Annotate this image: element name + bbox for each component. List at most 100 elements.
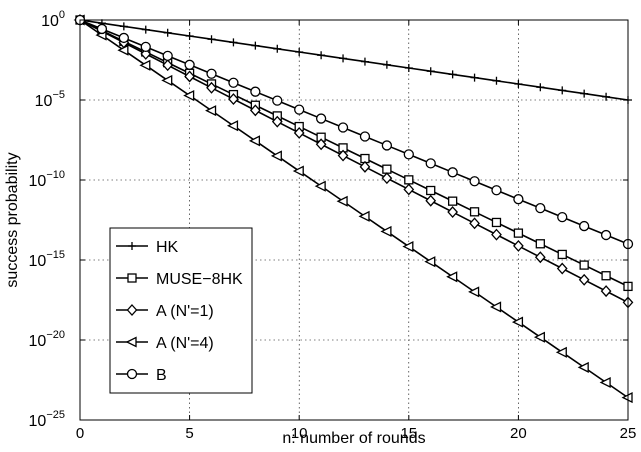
marker-circle — [337, 122, 349, 133]
marker-diamond — [162, 59, 174, 72]
marker-plus — [295, 48, 304, 56]
marker-plus — [448, 70, 457, 79]
marker-triangle-left — [292, 165, 304, 177]
marker-circle — [381, 140, 393, 151]
y-tick-base: 10 — [29, 413, 47, 430]
marker-plus — [317, 51, 326, 60]
legend-label: A (N'=4) — [156, 335, 214, 352]
marker-circle — [535, 203, 546, 214]
x-tick-label: 0 — [76, 425, 84, 442]
marker-triangle-left — [139, 59, 151, 71]
marker-diamond — [513, 239, 524, 252]
marker-triangle-left — [226, 120, 239, 132]
y-tick-exponent: 0 — [59, 9, 65, 21]
marker-plus — [229, 38, 238, 47]
marker-triangle-left — [599, 376, 611, 389]
marker-diamond — [403, 183, 415, 196]
marker-diamond — [271, 115, 283, 128]
axis-ticks — [79, 19, 629, 421]
y-tick-label: 10−10 — [29, 169, 65, 190]
marker-circle — [294, 104, 305, 115]
marker-triangle-left — [205, 105, 217, 117]
y-tick-label: 10−5 — [35, 89, 65, 110]
marker-circle — [118, 32, 129, 44]
marker-triangle-left — [402, 241, 414, 253]
marker-diamond — [381, 172, 393, 185]
marker-diamond — [293, 126, 305, 139]
marker-circle — [491, 185, 502, 196]
plot-frame — [79, 19, 629, 421]
marker-square — [426, 185, 436, 196]
marker-diamond — [578, 273, 590, 286]
y-tick-label: 10−20 — [29, 329, 65, 350]
y-tick-label: 10−25 — [29, 409, 65, 430]
marker-plus — [128, 242, 136, 250]
marker-triangle-left — [117, 44, 129, 56]
marker-triangle-left — [125, 336, 137, 348]
marker-triangle-left — [511, 316, 524, 328]
marker-circle — [513, 194, 524, 205]
marker-plus — [163, 28, 172, 37]
y-tick-exponent: −15 — [46, 249, 65, 261]
marker-plus — [119, 22, 128, 31]
marker-circle — [579, 220, 590, 232]
marker-triangle-left — [314, 180, 326, 192]
marker-circle — [557, 211, 568, 223]
marker-diamond — [425, 194, 437, 207]
marker-square — [127, 273, 137, 283]
marker-triangle-left — [468, 286, 480, 298]
y-tick-label: 100 — [41, 9, 65, 30]
marker-triangle-left — [424, 256, 436, 268]
marker-diamond — [556, 262, 568, 275]
marker-circle — [447, 167, 458, 178]
marker-plus — [360, 57, 369, 66]
y-tick-base: 10 — [29, 333, 47, 350]
marker-circle — [184, 59, 195, 70]
marker-circle — [600, 229, 612, 241]
legend: HK MUSE−8HK A (N'=1) A (N'=4) B — [109, 227, 253, 394]
marker-triangle-left — [270, 150, 282, 162]
marker-square — [601, 271, 611, 281]
marker-plus — [185, 32, 194, 40]
marker-diamond — [126, 304, 138, 316]
marker-triangle-left — [533, 331, 545, 343]
marker-circle — [250, 86, 261, 97]
marker-triangle-left — [380, 225, 392, 238]
x-tick-label: 20 — [510, 425, 527, 442]
series-line — [79, 19, 629, 245]
marker-square — [513, 228, 524, 238]
marker-plus — [558, 86, 567, 95]
marker-plus — [207, 35, 216, 44]
marker-diamond — [315, 138, 327, 151]
y-tick-exponent: −25 — [46, 409, 65, 421]
y-tick-exponent: −10 — [46, 169, 65, 181]
marker-triangle-left — [490, 301, 502, 313]
x-axis-label: n: number of rounds — [282, 430, 425, 447]
marker-circle — [126, 368, 138, 380]
marker-circle — [96, 23, 108, 35]
marker-plus — [339, 54, 348, 63]
marker-circle — [228, 77, 239, 88]
series-markers-group — [76, 16, 632, 104]
y-tick-exponent: −5 — [52, 89, 65, 101]
y-tick-exponent: −20 — [46, 329, 65, 341]
series-markers — [73, 14, 634, 404]
marker-diamond — [491, 228, 502, 241]
legend-label: HK — [156, 239, 179, 256]
marker-square — [447, 196, 458, 206]
x-tick-label: 15 — [400, 425, 417, 442]
marker-plus — [404, 64, 413, 72]
series-markers-group — [74, 14, 634, 250]
marker-triangle-left — [358, 210, 370, 222]
marker-diamond — [228, 93, 239, 106]
marker-diamond — [469, 217, 480, 230]
marker-diamond — [534, 251, 546, 264]
legend-label: A (N'=1) — [156, 303, 214, 320]
marker-plus — [382, 60, 391, 69]
series-markers-group — [73, 14, 633, 404]
legend-label: B — [156, 367, 167, 384]
marker-plus — [273, 44, 282, 53]
marker-square — [469, 207, 480, 217]
marker-plus — [602, 92, 611, 101]
